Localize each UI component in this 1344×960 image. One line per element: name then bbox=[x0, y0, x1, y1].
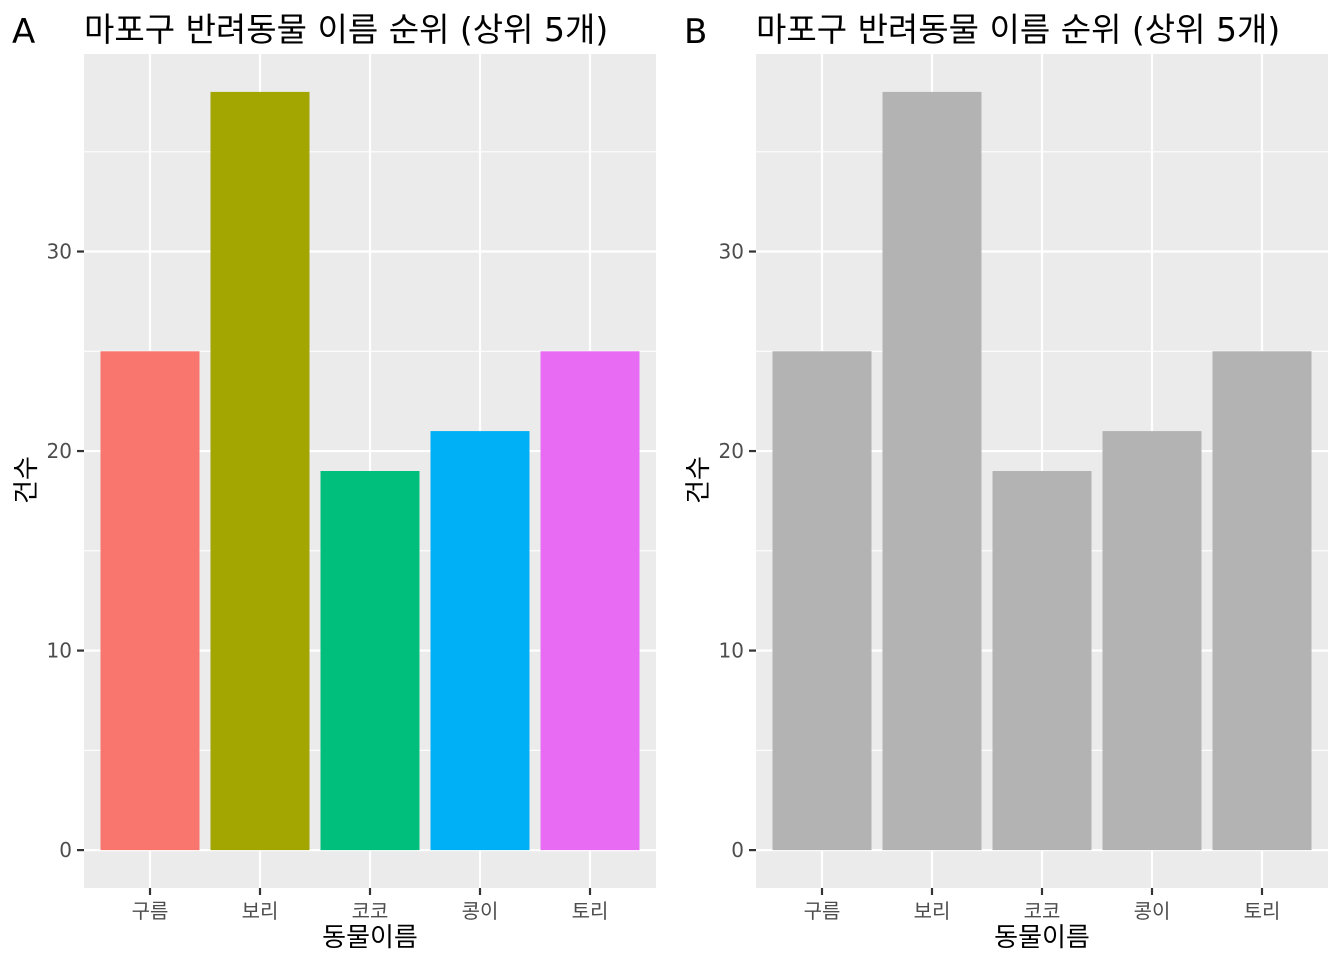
y-tick-label: 20 bbox=[719, 439, 744, 463]
bar-구름 bbox=[100, 351, 200, 851]
y-tick-label: 20 bbox=[47, 439, 72, 463]
bar-보리 bbox=[210, 91, 310, 851]
x-axis-title: 동물이름 bbox=[322, 923, 418, 953]
bar-토리 bbox=[1212, 351, 1312, 851]
x-tick-label: 토리 bbox=[572, 899, 609, 923]
x-tick-label: 콩이 bbox=[1134, 899, 1171, 923]
bar-토리 bbox=[540, 351, 640, 851]
x-tick-label: 콩이 bbox=[462, 899, 499, 923]
chart-title: 마포구 반려동물 이름 순위 (상위 5개) bbox=[84, 10, 608, 49]
x-axis-title: 동물이름 bbox=[994, 923, 1090, 953]
x-tick-label: 코코 bbox=[1024, 899, 1061, 923]
x-tick-label: 보리 bbox=[914, 899, 951, 923]
chart-title: 마포구 반려동물 이름 순위 (상위 5개) bbox=[756, 10, 1280, 49]
x-tick-label: 보리 bbox=[242, 899, 279, 923]
panel-tag: B bbox=[684, 12, 707, 52]
y-tick-label: 30 bbox=[719, 240, 744, 264]
bar-구름 bbox=[772, 351, 872, 851]
y-axis-title: 건수 bbox=[684, 456, 714, 504]
bar-콩이 bbox=[1102, 431, 1202, 851]
y-tick-label: 10 bbox=[719, 639, 744, 663]
x-tick-label: 토리 bbox=[1244, 899, 1281, 923]
y-tick-label: 0 bbox=[731, 838, 744, 862]
y-axis-title: 건수 bbox=[12, 456, 42, 504]
bar-보리 bbox=[882, 91, 982, 851]
y-tick-label: 10 bbox=[47, 639, 72, 663]
y-tick-label: 0 bbox=[59, 838, 72, 862]
panel-tag: A bbox=[12, 12, 35, 52]
bar-콩이 bbox=[430, 431, 530, 851]
x-tick-label: 코코 bbox=[352, 899, 389, 923]
x-tick-label: 구름 bbox=[132, 899, 169, 923]
y-tick-label: 30 bbox=[47, 240, 72, 264]
bar-코코 bbox=[992, 471, 1092, 851]
x-tick-label: 구름 bbox=[804, 899, 841, 923]
bar-코코 bbox=[320, 471, 420, 851]
